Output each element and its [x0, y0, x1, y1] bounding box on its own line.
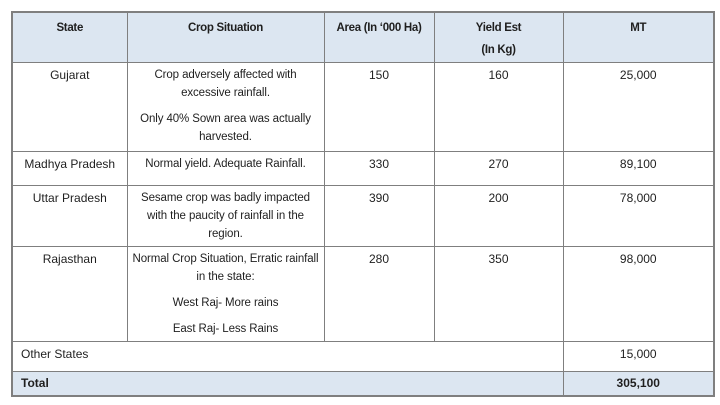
table-row-madhya-pradesh: Madhya Pradesh Normal yield. Adequate Ra… — [11, 151, 715, 186]
yield-est-label-line2: (In Kg) — [481, 44, 516, 56]
state-cell: Gujarat — [11, 62, 128, 152]
crop-situation-paragraph: West Raj- More rains — [172, 297, 279, 309]
yield-cell: 160 — [433, 62, 564, 152]
crop-situation-cell: Sesame crop was badly impacted with the … — [126, 185, 325, 247]
crop-situation-paragraph: Normal yield. Adequate Rainfall. — [145, 158, 306, 170]
column-header-mt: MT — [562, 11, 715, 63]
table-row-other-states: Other States 15,000 — [11, 341, 715, 372]
crop-situation-paragraph: Sesame crop was badly impacted with the … — [141, 192, 310, 240]
area-cell: 390 — [323, 185, 435, 247]
crop-situation-cell: Normal Crop Situation, Erratic rainfall … — [126, 246, 325, 342]
total-mt-cell: 305,100 — [562, 371, 715, 396]
state-cell: Uttar Pradesh — [11, 185, 128, 247]
crop-situation-paragraph: East Raj- Less Rains — [172, 323, 279, 335]
yield-est-label-line1: Yield Est — [475, 22, 522, 34]
crop-situation-cell: Normal yield. Adequate Rainfall. — [126, 151, 325, 186]
column-header-area: Area (In ‘000 Ha) — [323, 11, 435, 63]
mt-cell: 15,000 — [562, 341, 715, 372]
crop-situation-paragraph: Normal Crop Situation, Erratic rainfall … — [132, 253, 319, 283]
column-header-state: State — [11, 11, 128, 63]
crop-situation-paragraph: Only 40% Sown area was actually harveste… — [140, 113, 311, 143]
mt-cell: 98,000 — [562, 246, 715, 342]
table-row-gujarat: Gujarat Crop adversely affected with exc… — [11, 62, 715, 152]
area-cell: 150 — [323, 62, 435, 152]
state-cell: Madhya Pradesh — [11, 151, 128, 186]
area-cell: 330 — [323, 151, 435, 186]
column-header-crop-situation: Crop Situation — [126, 11, 325, 63]
area-cell: 280 — [323, 246, 435, 342]
table-row-rajasthan: Rajasthan Normal Crop Situation, Erratic… — [11, 246, 715, 342]
state-cell: Rajasthan — [11, 246, 128, 342]
other-states-label-cell: Other States — [11, 341, 564, 372]
mt-cell: 78,000 — [562, 185, 715, 247]
mt-cell: 89,100 — [562, 151, 715, 186]
crop-situation-paragraph: Crop adversely affected with excessive r… — [154, 69, 297, 99]
crop-situation-cell: Crop adversely affected with excessive r… — [126, 62, 325, 152]
table-row-uttar-pradesh: Uttar Pradesh Sesame crop was badly impa… — [11, 185, 715, 247]
table-row-total: Total 305,100 — [11, 371, 715, 396]
yield-cell: 350 — [433, 246, 564, 342]
crop-situation-table: State Crop Situation Area (In ‘000 Ha) Y… — [11, 11, 715, 397]
mt-cell: 25,000 — [562, 62, 715, 152]
total-label-cell: Total — [11, 371, 564, 396]
header-row: State Crop Situation Area (In ‘000 Ha) Y… — [11, 11, 715, 63]
yield-cell: 200 — [433, 185, 564, 247]
yield-cell: 270 — [433, 151, 564, 186]
column-header-yield-est: Yield Est (In Kg) — [433, 11, 564, 63]
